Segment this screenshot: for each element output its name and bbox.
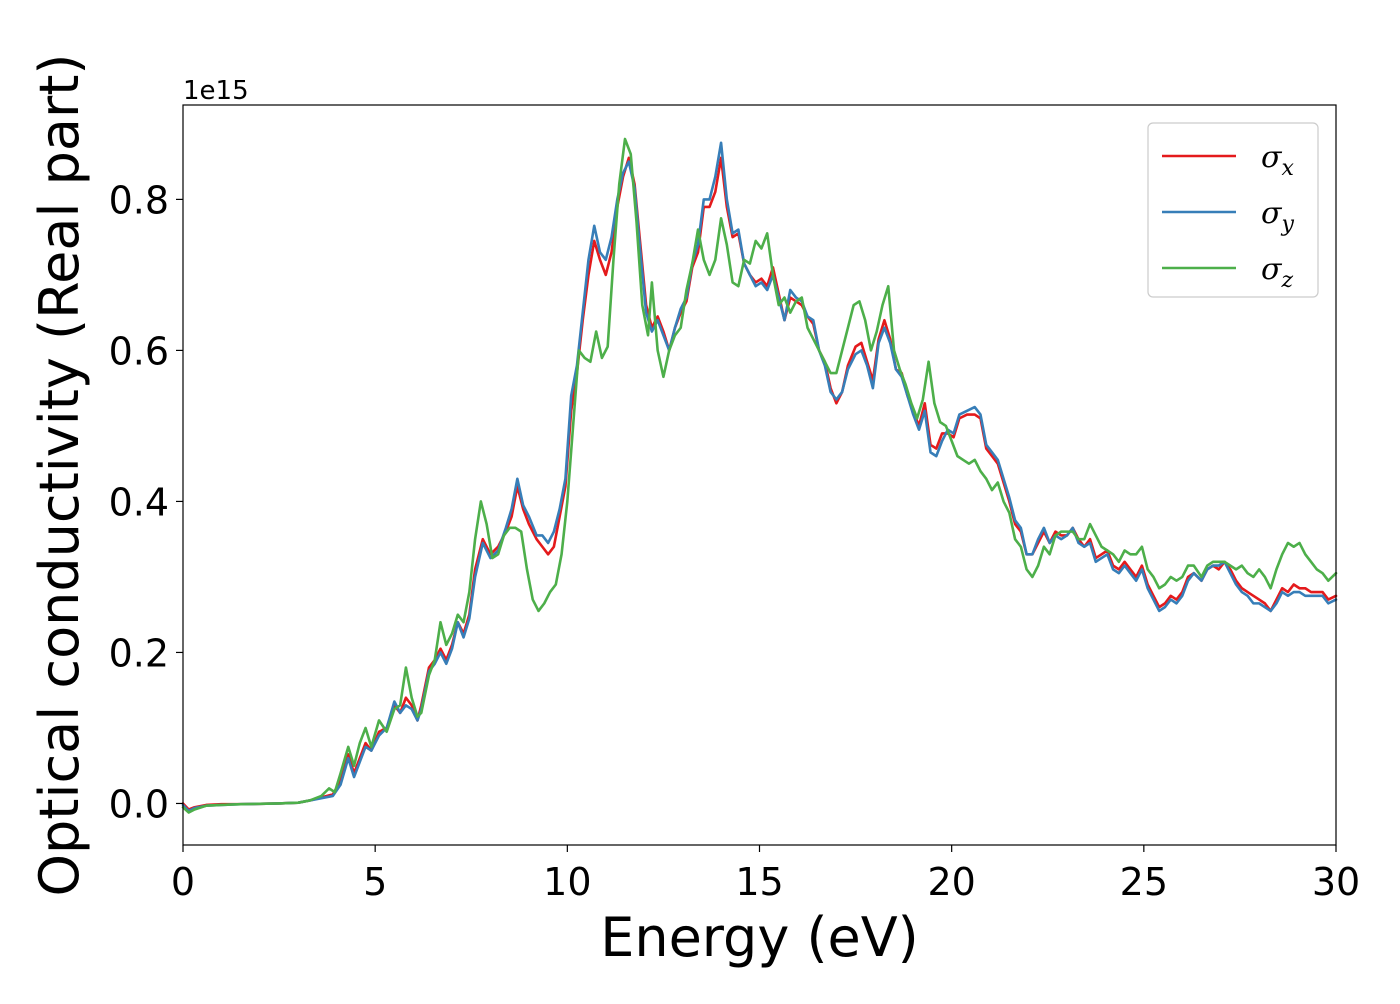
legend-label-y: σy xyxy=(1261,196,1294,237)
y-offset-label: 1e15 xyxy=(183,76,249,106)
x-tick-label: 25 xyxy=(1120,860,1168,904)
x-tick-label: 20 xyxy=(927,860,975,904)
x-axis: 0 5 10 15 20 25 30 xyxy=(171,845,1360,904)
x-tick-label: 10 xyxy=(543,860,591,904)
y-axis-label: Optical conductivity (Real part) xyxy=(28,54,91,897)
y-tick-label: 0.4 xyxy=(109,480,169,524)
legend-label-x: σx xyxy=(1261,140,1294,181)
y-axis: 0.0 0.2 0.4 0.6 0.8 xyxy=(109,178,183,826)
legend: σx σy σz xyxy=(1147,122,1319,298)
y-tick-label: 0.2 xyxy=(109,631,169,675)
x-tick-label: 5 xyxy=(363,860,387,904)
x-tick-label: 0 xyxy=(171,860,195,904)
y-tick-label: 0.6 xyxy=(109,329,169,373)
legend-label-z: σz xyxy=(1261,252,1293,293)
x-tick-label: 30 xyxy=(1312,860,1360,904)
series-line-y xyxy=(181,141,1338,813)
series-layer xyxy=(181,137,1338,814)
series-line-z xyxy=(181,137,1338,814)
x-axis-label: Energy (eV) xyxy=(600,906,919,969)
x-tick-label: 15 xyxy=(735,860,783,904)
y-tick-label: 0.0 xyxy=(109,782,169,826)
y-tick-label: 0.8 xyxy=(109,178,169,222)
legend-box xyxy=(1147,122,1319,298)
